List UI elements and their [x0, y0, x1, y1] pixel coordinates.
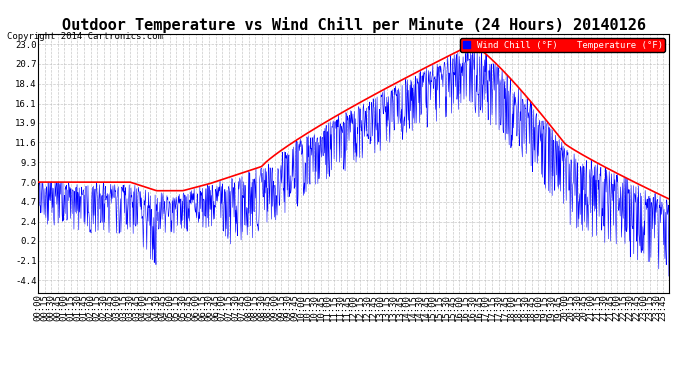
Text: Copyright 2014 Cartronics.com: Copyright 2014 Cartronics.com — [7, 32, 163, 41]
Title: Outdoor Temperature vs Wind Chill per Minute (24 Hours) 20140126: Outdoor Temperature vs Wind Chill per Mi… — [61, 16, 646, 33]
Legend: Wind Chill (°F), Temperature (°F): Wind Chill (°F), Temperature (°F) — [460, 38, 664, 52]
